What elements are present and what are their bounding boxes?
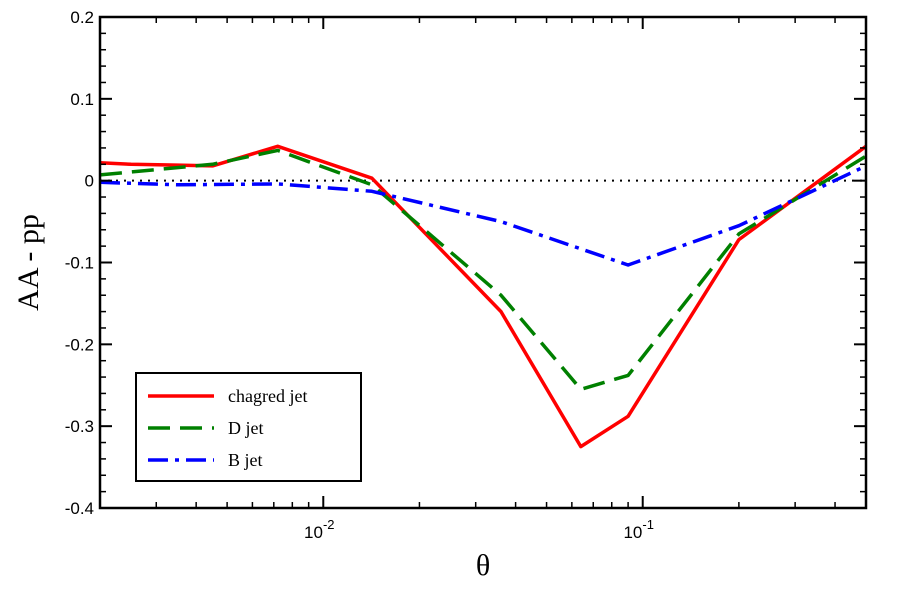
ticks-layer	[99, 16, 867, 509]
legend-label-0: chagred jet	[228, 386, 307, 406]
x-tick-label: 10-1	[623, 517, 653, 542]
series-layer	[99, 144, 868, 449]
series-line-1	[99, 148, 867, 392]
legend: chagred jet D jet B jet	[135, 372, 362, 482]
y-tick-label: 0.2	[70, 8, 94, 27]
y-axis-label: AA - pp	[12, 214, 45, 311]
y-tick-label: -0.3	[65, 417, 94, 436]
x-tick-labels: 10-2 10-1	[304, 517, 654, 542]
x-axis-label: θ	[476, 549, 490, 582]
y-tick-label: 0	[85, 172, 94, 191]
y-tick-label: -0.4	[65, 499, 94, 518]
series-line-2	[99, 164, 867, 267]
legend-label-1: D jet	[228, 418, 264, 438]
x-tick-label: 10-2	[304, 517, 334, 542]
y-tick-labels: -0.4 -0.3 -0.2 -0.1 0 0.1 0.2	[65, 8, 94, 518]
series-line-0	[99, 144, 868, 449]
legend-label-2: B jet	[228, 450, 263, 470]
legend-box	[135, 372, 362, 482]
y-tick-label: -0.2	[65, 335, 94, 354]
y-tick-label: -0.1	[65, 254, 94, 273]
y-tick-label: 0.1	[70, 90, 94, 109]
